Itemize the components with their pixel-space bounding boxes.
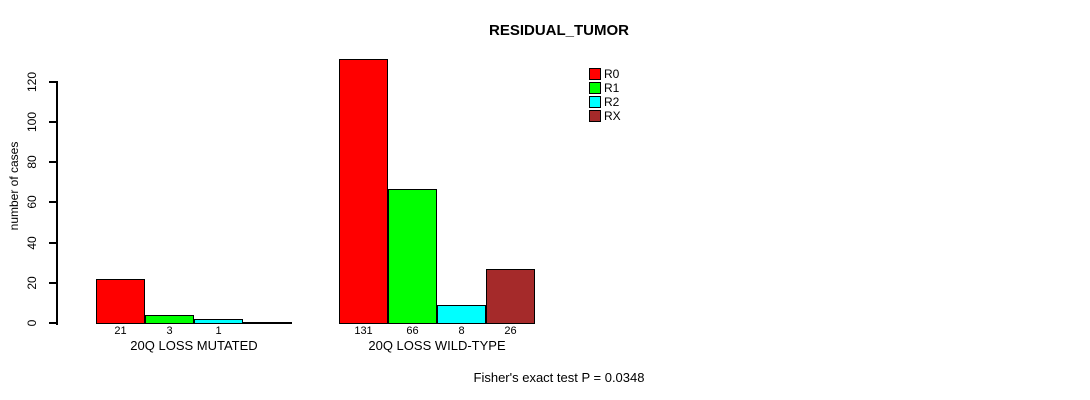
bar-value-label: 26	[504, 325, 517, 337]
bar	[145, 315, 194, 324]
legend-item: R2	[589, 95, 649, 109]
y-tick-label: 100	[25, 111, 39, 133]
y-tick-label: 60	[25, 195, 39, 209]
y-tick-label: 120	[25, 71, 39, 93]
bar-value-label: 66	[406, 325, 419, 337]
legend-swatch	[589, 110, 601, 122]
bar-value-label: 8	[458, 325, 465, 337]
legend-label: R2	[604, 95, 620, 109]
group-label: 20Q LOSS MUTATED	[130, 338, 258, 353]
legend-swatch	[589, 82, 601, 94]
y-tick	[49, 242, 56, 244]
y-tick	[49, 121, 56, 123]
bar-value-label: 3	[166, 325, 173, 337]
bar	[388, 189, 437, 324]
fisher-test-annotation: Fisher's exact test P = 0.0348	[473, 370, 645, 385]
bar-value-label: 21	[114, 325, 127, 337]
bar-value-label: 131	[354, 325, 373, 337]
legend-label: R0	[604, 67, 620, 81]
y-tick-label: 20	[25, 276, 39, 290]
legend-label: R1	[604, 81, 620, 95]
y-tick-label: 40	[25, 236, 39, 250]
y-tick-label: 0	[25, 319, 39, 327]
y-tick	[49, 322, 56, 324]
bar	[194, 319, 243, 324]
legend-item: RX	[589, 109, 649, 123]
bar-value-label: 1	[215, 325, 222, 337]
y-axis-line	[56, 81, 58, 325]
chart-title: RESIDUAL_TUMOR	[488, 22, 630, 39]
legend-label: RX	[604, 109, 621, 123]
legend-item: R0	[589, 67, 649, 81]
bar	[96, 279, 145, 324]
bar	[486, 269, 535, 324]
y-tick	[49, 81, 56, 83]
bar	[339, 59, 388, 324]
legend-item: R1	[589, 81, 649, 95]
group-label: 20Q LOSS WILD-TYPE	[368, 338, 506, 353]
legend-swatch	[589, 96, 601, 108]
bar	[437, 305, 486, 324]
y-tick	[49, 282, 56, 284]
y-tick	[49, 161, 56, 163]
y-tick	[49, 201, 56, 203]
y-tick-label: 80	[25, 155, 39, 169]
legend-swatch	[589, 68, 601, 80]
